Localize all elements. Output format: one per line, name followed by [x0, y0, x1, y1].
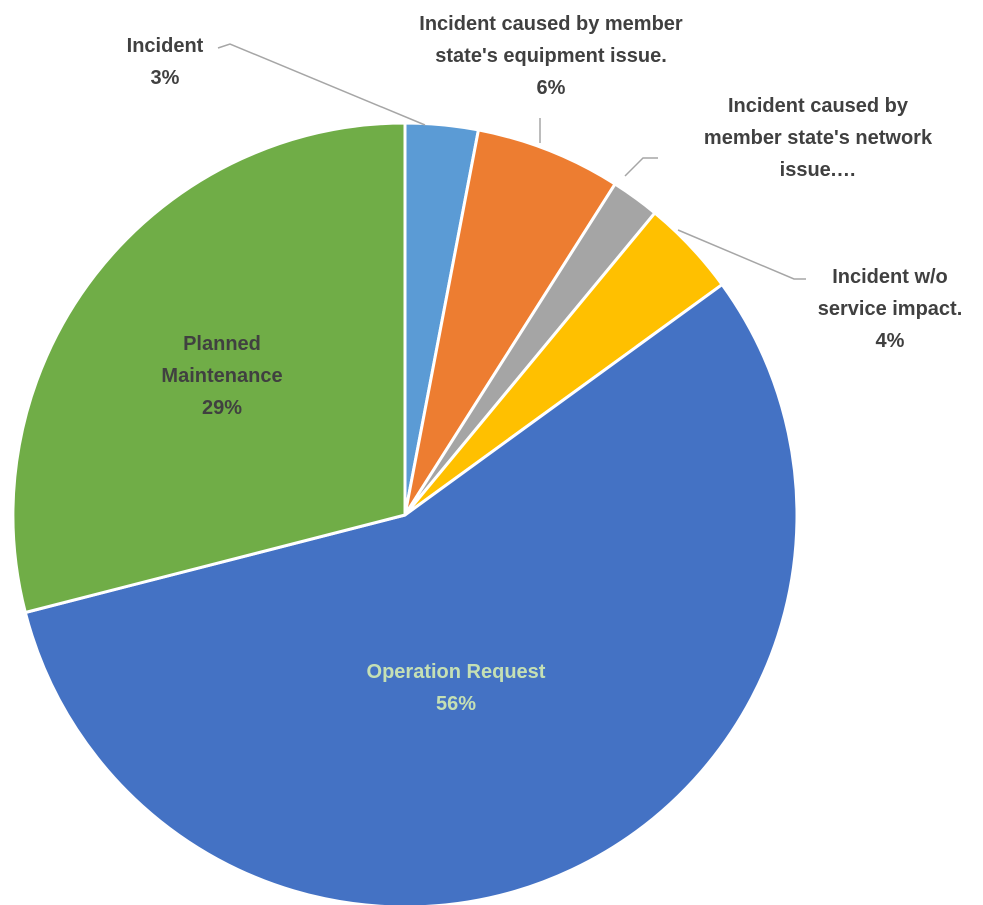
slice-label-line: 4%	[876, 330, 905, 352]
slice-label-line: state's equipment issue.	[435, 45, 667, 67]
slice-label-line: Planned	[183, 333, 261, 355]
slice-label-line: Incident	[127, 35, 204, 57]
slice-label-line: Maintenance	[161, 365, 282, 387]
slice-label: Incident w/o service impact. 4%	[818, 266, 963, 352]
slice-label-line: 29%	[202, 397, 242, 419]
slice-label-line: 3%	[151, 67, 180, 89]
slice-label: Incident caused by member state's equipme…	[419, 13, 683, 99]
slice-label-line: issue.…	[780, 159, 857, 181]
leader-line	[217, 43, 426, 126]
leader-line	[677, 229, 806, 280]
slice-label: Incident caused by member state's network…	[704, 95, 933, 181]
slice-label-line: Incident caused by	[728, 95, 909, 117]
pie-slice-planned-maintenance	[11, 121, 407, 614]
slice-label: Incident 3%	[127, 35, 204, 89]
slice-label-line: 56%	[436, 693, 476, 715]
pie-slice-operation-request	[23, 283, 799, 905]
slice-label-line: Operation Request	[367, 661, 546, 683]
slice-label-line: service impact.	[818, 298, 963, 320]
slice-label-line: 6%	[537, 77, 566, 99]
leader-lines	[217, 43, 806, 280]
pie-slices	[11, 121, 799, 905]
slice-labels: Incident 3% Incident caused by member state…	[127, 13, 963, 715]
slice-label-line: Incident caused by member	[419, 13, 683, 35]
slice-label: Operation Request 56%	[367, 661, 546, 715]
leader-line	[624, 157, 658, 177]
slice-label: Planned Maintenance 29%	[161, 333, 282, 419]
slice-label-line: Incident w/o	[832, 266, 948, 288]
slice-label-line: member state's network	[704, 127, 933, 149]
pie-slice-incident-caused-by-member-state-s-equipment-issue	[403, 128, 617, 517]
